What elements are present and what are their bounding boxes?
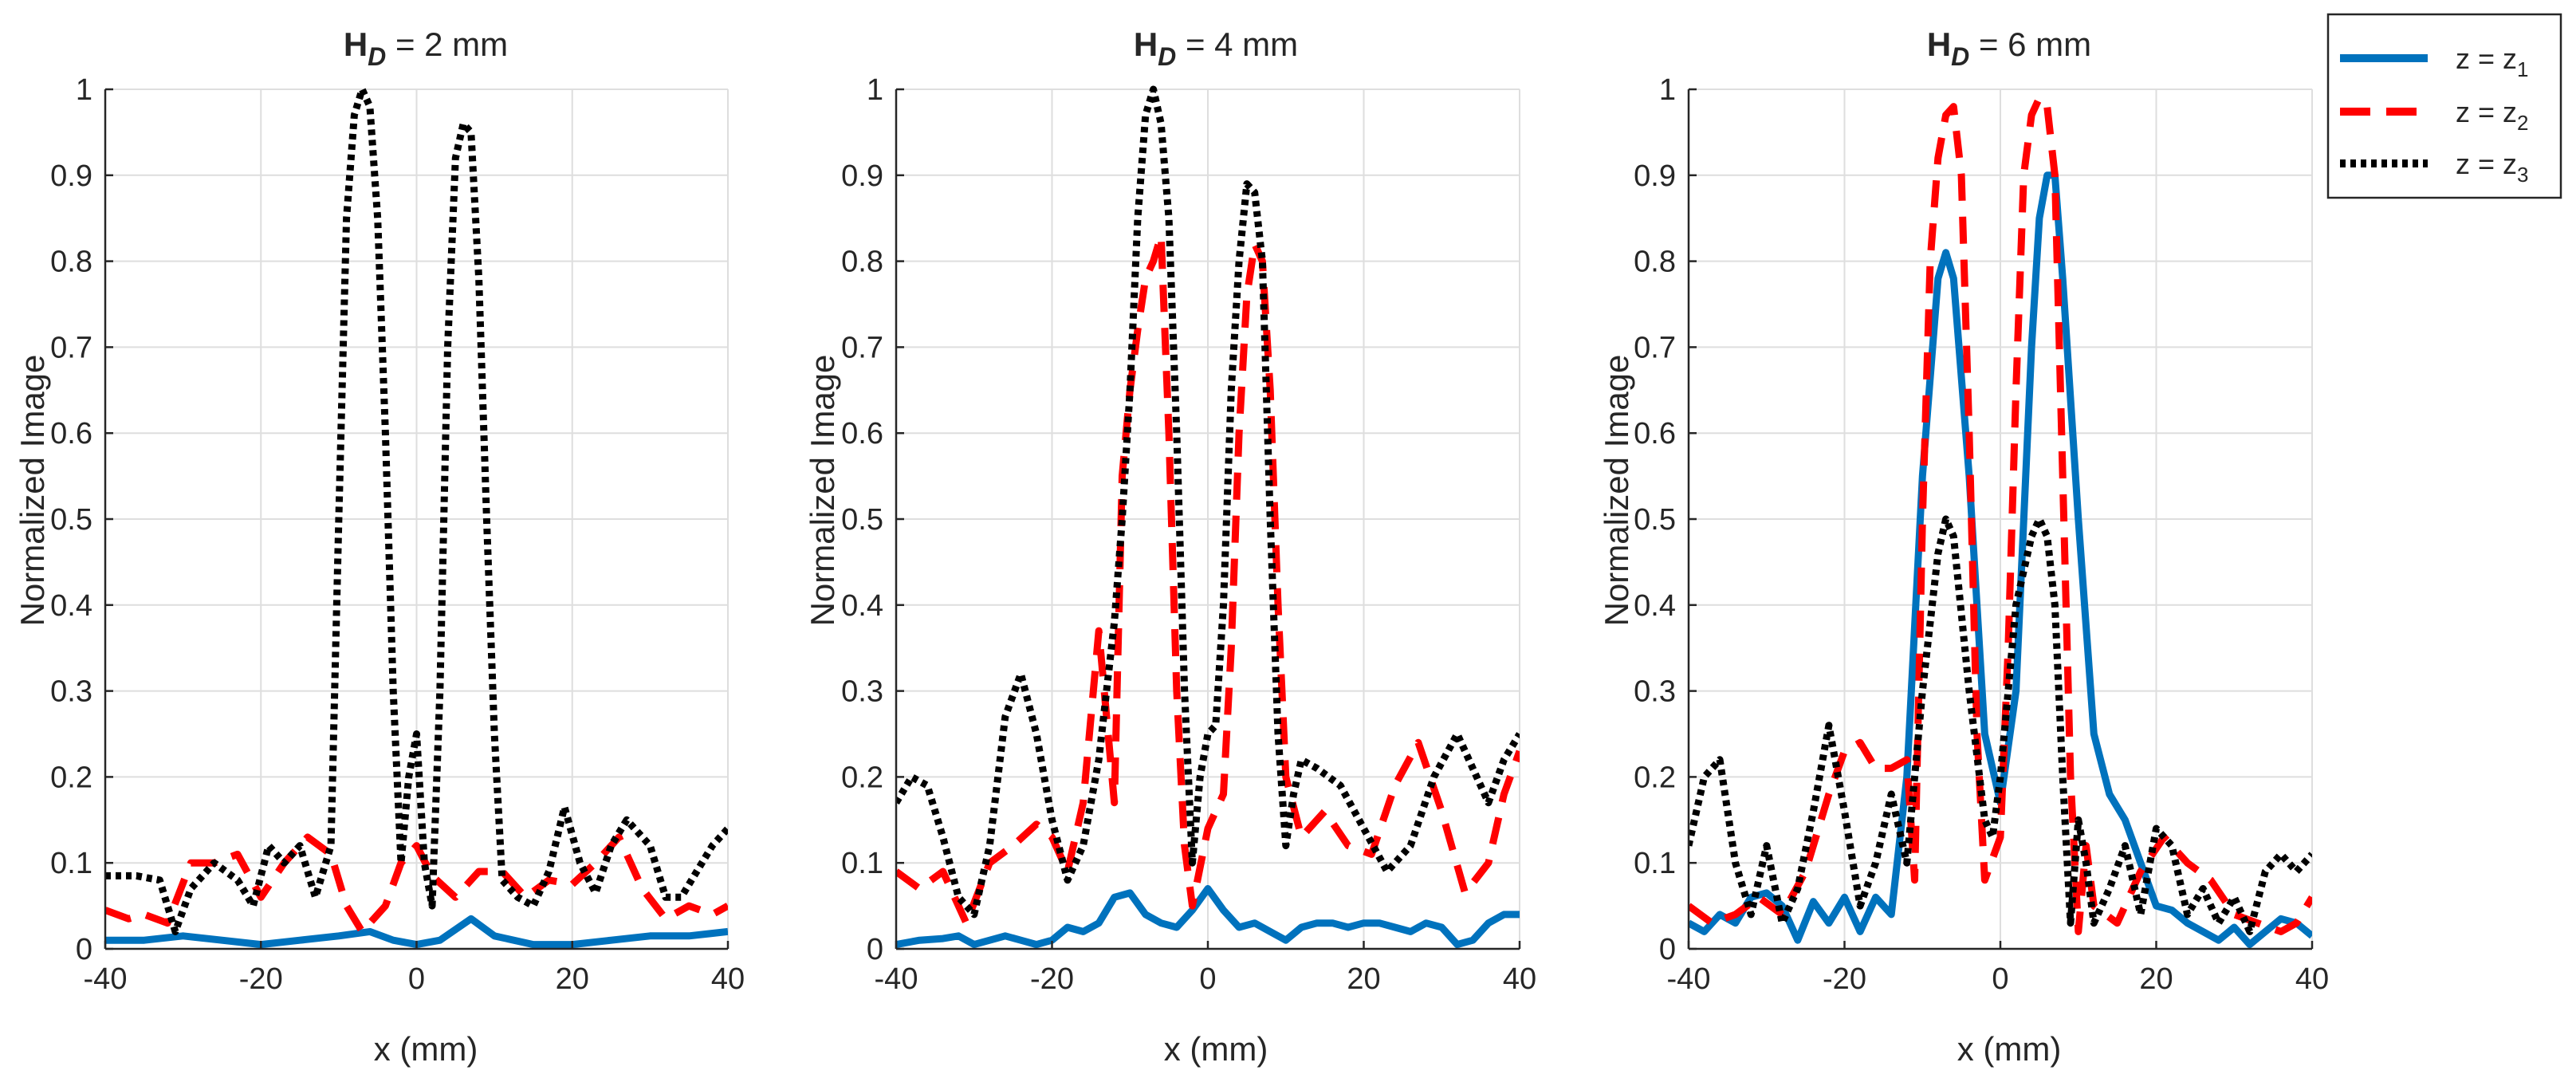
y-tick-label: 1 [1659, 73, 1676, 107]
y-tick-label: 0 [1659, 933, 1676, 966]
y-axis-label: Normalized Image [1598, 355, 1635, 627]
y-tick-label: 0.4 [1634, 589, 1676, 623]
series-line-z3 [1689, 515, 2312, 935]
y-tick-label: 0.3 [50, 675, 92, 709]
y-axis-label: Normalized Image [14, 355, 51, 627]
x-tick-label: -20 [1030, 962, 1074, 996]
y-tick-label: 0.5 [50, 503, 92, 537]
series-line-z3 [896, 85, 1520, 919]
x-tick-label: 20 [1347, 962, 1380, 996]
panel-hd-2mm: HD = 2 mm Normalized Image x (mm) -40 -20… [14, 26, 745, 1068]
panel-title: HD = 2 mm [344, 26, 508, 71]
y-tick-label: 0.5 [1634, 503, 1676, 537]
series-line-z2 [105, 833, 728, 935]
panel-hd-6mm: HD = 6 mm Normalized Image x (mm) -40 -20… [1598, 26, 2329, 1068]
x-axis-label: x (mm) [1164, 1030, 1268, 1068]
x-tick-label: -40 [1667, 962, 1711, 996]
y-tick-label: 0.2 [1634, 761, 1676, 794]
y-tick-label: 0.8 [841, 246, 883, 279]
x-tick-label: -20 [239, 962, 283, 996]
y-tick-label: 0.2 [50, 761, 92, 794]
y-tick-label: 0.4 [841, 589, 883, 623]
y-tick-label: 0.8 [50, 246, 92, 279]
y-tick-label: 0.7 [841, 331, 883, 364]
y-tick-label: 0.3 [841, 675, 883, 709]
x-tick-label: -40 [875, 962, 918, 996]
x-tick-label: 20 [2139, 962, 2173, 996]
x-tick-label: 40 [711, 962, 745, 996]
series-line-z1 [1689, 171, 2312, 949]
legend-label-z3: z = z3 [2456, 148, 2529, 187]
y-tick-label: 0.7 [1634, 331, 1676, 364]
legend-label-z1: z = z1 [2456, 42, 2529, 81]
y-tick-label: 0.2 [841, 761, 883, 794]
y-tick-label: 0.8 [1634, 246, 1676, 279]
y-tick-label: 0.1 [1634, 847, 1676, 880]
y-tick-label: 0.5 [841, 503, 883, 537]
legend-label-z2: z = z2 [2456, 96, 2529, 135]
legend: z = z1 z = z2 z = z3 [2326, 13, 2562, 199]
y-tick-label: 0.1 [841, 847, 883, 880]
y-tick-label: 0.1 [50, 847, 92, 880]
x-axis-label: x (mm) [1957, 1030, 2062, 1068]
y-axis-label: Normalized Image [804, 355, 841, 627]
panel-title: HD = 4 mm [1134, 26, 1298, 71]
y-tick-label: 0.7 [50, 331, 92, 364]
series-line-z2 [896, 231, 1520, 927]
y-tick-label: 0.4 [50, 589, 92, 623]
y-tick-label: 0.3 [1634, 675, 1676, 709]
panel-hd-4mm: HD = 4 mm Normalized Image x (mm) -40 -20… [804, 26, 1536, 1068]
panel-title: HD = 6 mm [1927, 26, 2091, 71]
y-tick-label: 0.6 [1634, 417, 1676, 451]
x-axis-label: x (mm) [374, 1030, 478, 1068]
y-tick-label: 0.9 [50, 159, 92, 193]
y-tick-label: 0.9 [1634, 159, 1676, 193]
y-tick-label: 0 [867, 933, 883, 966]
x-tick-label: 0 [408, 962, 425, 996]
y-tick-label: 0.6 [50, 417, 92, 451]
x-tick-label: -20 [1823, 962, 1866, 996]
y-tick-label: 0 [76, 933, 92, 966]
x-tick-label: 40 [1503, 962, 1536, 996]
y-tick-label: 0.9 [841, 159, 883, 193]
x-tick-label: 0 [1199, 962, 1216, 996]
series-line-z1 [896, 885, 1520, 949]
x-tick-label: 20 [556, 962, 589, 996]
series-line-z2 [1689, 94, 2312, 935]
x-tick-label: 40 [2295, 962, 2329, 996]
y-tick-label: 0.6 [841, 417, 883, 451]
y-tick-label: 1 [867, 73, 883, 107]
x-tick-label: 0 [1992, 962, 2008, 996]
x-tick-label: -40 [84, 962, 128, 996]
legend-box [2326, 13, 2562, 199]
y-tick-label: 1 [76, 73, 92, 107]
